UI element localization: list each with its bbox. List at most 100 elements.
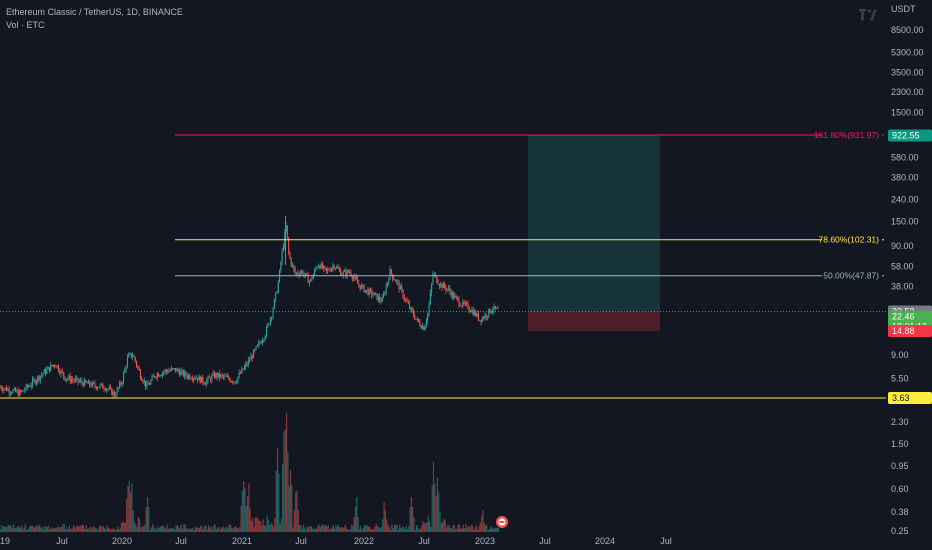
volume-bar <box>455 529 457 532</box>
volume-bar <box>201 526 203 532</box>
candle-body <box>386 282 388 286</box>
volume-bar <box>93 526 95 532</box>
price-axis-currency: USDT <box>891 4 916 14</box>
candle-body <box>47 367 49 370</box>
candle-body <box>275 292 277 300</box>
time-axis-tick: Jul <box>295 536 307 546</box>
volume-bar <box>189 529 191 532</box>
volume-bar <box>344 524 346 532</box>
time-axis[interactable]: 19 Jul 2020 Jul 2021 Jul 2022 Jul 2023 Jul 2024 Jul <box>0 536 672 546</box>
volume-bar <box>127 486 129 532</box>
candle-body <box>13 388 15 390</box>
volume-bar <box>50 527 52 532</box>
volume-bar <box>343 527 345 532</box>
volume-bar <box>200 525 202 532</box>
volume-bar <box>1 524 3 532</box>
candle-body <box>133 356 135 357</box>
symbol-title[interactable]: Ethereum Classic / TetherUS, 1D, BINANCE <box>6 7 183 17</box>
candle-body <box>479 319 481 321</box>
volume-bar <box>102 525 104 532</box>
candle-body <box>424 325 426 331</box>
candle-body <box>346 270 348 276</box>
volume-bar <box>195 526 197 532</box>
volume-bar <box>305 529 307 532</box>
candle-body <box>431 283 433 293</box>
candle-body <box>489 308 491 313</box>
volume-bar <box>11 527 13 532</box>
candle-body <box>142 380 144 383</box>
price-axis-tick: 5.50 <box>891 373 909 383</box>
candle-body <box>475 311 477 317</box>
candle-body <box>35 380 37 384</box>
volume-bar <box>35 526 37 532</box>
candle-body <box>437 282 439 285</box>
volume-bar <box>165 528 167 532</box>
volume-bar <box>215 529 217 532</box>
candle-body <box>377 296 379 300</box>
volume-bar <box>213 524 215 532</box>
candle-body <box>411 307 413 312</box>
volume-bar <box>371 529 373 532</box>
candle-body <box>429 292 431 305</box>
candle-body <box>20 390 22 393</box>
fib-retracement[interactable]: 161.80%(931.97) 78.60%(102.31) 50.00%(47.8… <box>175 129 884 282</box>
volume-bar <box>53 527 55 532</box>
volume-bar <box>465 524 467 532</box>
candle-body <box>285 225 287 233</box>
candle-body <box>123 373 125 383</box>
volume-bar <box>179 528 181 532</box>
candle-body <box>490 311 492 313</box>
candle-body <box>107 389 109 390</box>
volume-axis-tick: 0.25 <box>891 526 909 536</box>
candle-body <box>418 318 420 323</box>
candle-body <box>316 267 318 269</box>
candle-body <box>17 390 19 396</box>
volume-bar <box>61 526 63 532</box>
volume-indicator-label[interactable]: Vol · ETC <box>6 20 45 30</box>
candle-body <box>7 388 9 391</box>
time-axis-tick: Jul <box>660 536 672 546</box>
volume-bar <box>36 524 38 532</box>
position-profit-zone[interactable] <box>528 135 660 312</box>
candle-body <box>147 383 149 385</box>
volume-bar <box>425 523 427 532</box>
volume-bar <box>419 528 422 532</box>
volume-bar <box>483 522 485 532</box>
earnings-flag-icon[interactable] <box>496 516 508 528</box>
tradingview-logo-icon[interactable] <box>859 9 877 21</box>
chart-legend[interactable]: Ethereum Classic / TetherUS, 1D, BINANCE… <box>6 6 183 32</box>
volume-bar <box>63 524 65 532</box>
candle-body <box>32 379 34 386</box>
volume-bar <box>119 527 121 532</box>
volume-bar <box>468 525 470 532</box>
volume-bar <box>113 528 115 532</box>
volume-bar <box>488 529 490 532</box>
volume-bar <box>312 528 314 532</box>
candle-body <box>264 335 266 340</box>
time-axis-tick: Jul <box>539 536 551 546</box>
candle-body <box>472 309 474 316</box>
volume-bar <box>484 525 487 532</box>
candle-body <box>60 370 62 374</box>
candle-body <box>407 301 409 304</box>
candle-body <box>8 388 10 393</box>
volume-bar <box>9 525 11 532</box>
candle-body <box>450 291 452 297</box>
candle-body <box>492 310 494 312</box>
candle-body <box>428 304 430 314</box>
volume-bar <box>244 487 246 532</box>
candle-body <box>28 386 30 387</box>
volume-bar <box>210 526 212 532</box>
candle-body <box>0 386 2 389</box>
volume-bar <box>442 522 444 532</box>
candle-body <box>181 370 183 372</box>
candle-body <box>455 296 457 298</box>
price-axis[interactable]: USDT 8500.00 5300.00 3500.00 2300.00 1500.00 5… <box>891 4 924 383</box>
volume-bar <box>413 517 415 532</box>
candle-body <box>366 289 368 291</box>
position-loss-zone[interactable] <box>528 311 660 332</box>
volume-bar <box>361 529 363 532</box>
candle-body <box>55 365 57 368</box>
candle-body <box>344 270 346 272</box>
